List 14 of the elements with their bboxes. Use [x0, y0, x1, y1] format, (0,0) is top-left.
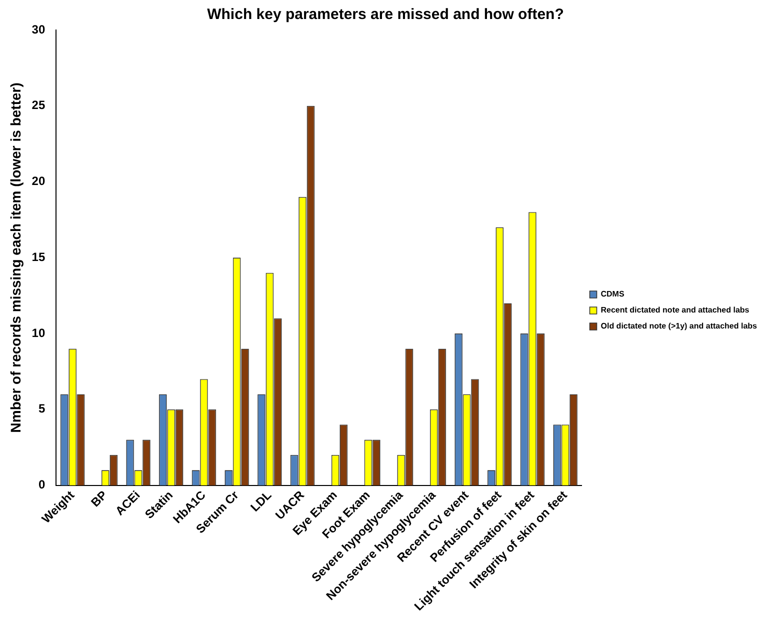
legend-label: Old dictated note (>1y) and attached labs	[600, 322, 758, 331]
y-tick-label: 20	[32, 174, 46, 188]
y-tick-label: 5	[38, 402, 46, 416]
chart-title: Which key parameters are missed and how often?	[207, 6, 564, 24]
y-axis-title: Nmber of records missing each item (lower is better)	[7, 82, 24, 433]
y-tick-label: 10	[32, 326, 46, 340]
legend-label: CDMS	[600, 290, 625, 299]
y-tick-label: 30	[32, 22, 46, 36]
y-tick-label: 15	[32, 250, 46, 264]
legend-label: Recent dictated note and attached labs	[600, 306, 750, 315]
y-tick-label: 0	[38, 478, 46, 492]
x-tick-label: BP	[88, 488, 110, 510]
y-tick-label: 25	[32, 98, 46, 112]
x-tick-label: LDL	[248, 488, 274, 514]
